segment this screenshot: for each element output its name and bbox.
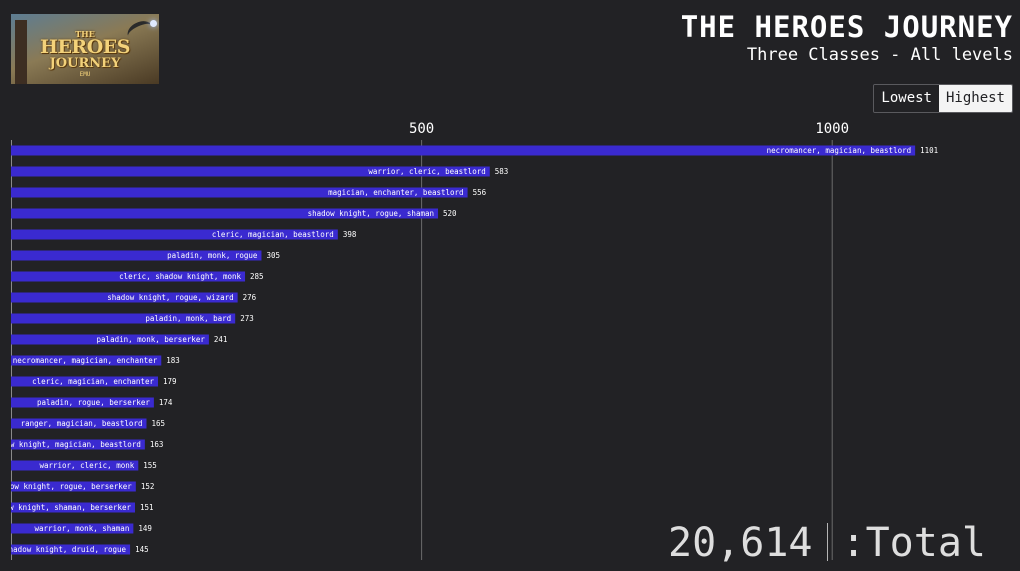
bar-value-label: 583	[495, 167, 509, 176]
bar-value-label: 149	[138, 524, 152, 533]
bar-value-label: 151	[140, 503, 154, 512]
logo-text-emu: EMU	[79, 71, 91, 78]
sort-lowest-button[interactable]: Lowest	[874, 85, 939, 112]
left-mask	[0, 140, 11, 560]
bar	[11, 355, 162, 366]
bar	[11, 313, 236, 324]
sort-toggle: Lowest Highest	[873, 84, 1013, 113]
total-divider	[826, 523, 828, 561]
bar-value-label: 179	[163, 377, 177, 386]
bar	[11, 418, 147, 429]
bar-value-label: 305	[266, 251, 280, 260]
bar	[11, 187, 468, 198]
bar	[11, 208, 439, 219]
bar-category-label: shadow knight, rogue, berserker	[0, 482, 132, 491]
bar-value-label: 273	[240, 314, 254, 323]
bar-value-label: 556	[473, 188, 487, 197]
bar-category-label: necromancer, magician, enchanter	[13, 356, 158, 365]
bar	[11, 544, 131, 555]
bar-category-label: necromancer, magician, beastlord	[767, 146, 912, 155]
bar-value-label: 163	[150, 440, 164, 449]
bar-category-label: cleric, magician, enchanter	[32, 377, 154, 386]
bar	[11, 292, 238, 303]
glow-orb-icon	[150, 20, 157, 27]
page-subtitle: Three Classes - All levels	[746, 45, 1013, 65]
bar-value-label: 155	[143, 461, 157, 470]
logo: THE HEROES JOURNEY EMU	[11, 14, 159, 84]
bar-value-label: 165	[151, 419, 165, 428]
bar-value-label: 276	[243, 293, 257, 302]
bar-category-label: magician, enchanter, beastlord	[328, 188, 463, 197]
logo-text-the: THE	[75, 29, 95, 39]
bar-value-label: 398	[343, 230, 357, 239]
bar	[11, 250, 262, 261]
x-tick-label: 1000	[815, 121, 849, 137]
bar-category-label: shadow knight, rogue, wizard	[107, 293, 233, 302]
bar-category-label: paladin, monk, berserker	[97, 335, 206, 344]
bar-value-label: 183	[166, 356, 180, 365]
tower-illustration	[15, 20, 27, 84]
bar	[11, 481, 136, 492]
bar-category-label: paladin, monk, rogue	[167, 251, 258, 260]
bar-value-label: 285	[250, 272, 264, 281]
x-tick-label: 500	[409, 121, 434, 137]
bar-value-label: 152	[141, 482, 155, 491]
bar	[11, 271, 246, 282]
total-counter: 20,614 :Total	[668, 520, 986, 566]
bar	[11, 334, 209, 345]
bar-category-label: warrior, cleric, monk	[39, 461, 134, 470]
bar-category-label: shadow knight, shaman, berserker	[0, 503, 131, 512]
sort-highest-button[interactable]: Highest	[938, 85, 1012, 112]
bar-category-label: cleric, shadow knight, monk	[119, 272, 241, 281]
page-title: THE HEROES JOURNEY	[680, 10, 1013, 44]
total-label: :Total	[841, 520, 987, 566]
bar-category-label: shadow knight, druid, rogue	[4, 545, 126, 554]
bar	[11, 376, 158, 387]
bar-category-label: shadow knight, magician, beastlord	[0, 440, 141, 449]
logo-text-journey: JOURNEY	[49, 56, 121, 71]
bar-category-label: cleric, magician, beastlord	[212, 230, 334, 239]
bar-category-label: paladin, monk, bard	[145, 314, 231, 323]
bar-value-label: 241	[214, 335, 228, 344]
bar-value-label: 174	[159, 398, 173, 407]
bar	[11, 397, 154, 408]
bar-value-label: 520	[443, 209, 457, 218]
bar	[11, 229, 338, 240]
bar-category-label: warrior, monk, shaman	[35, 524, 130, 533]
logo-text-heroes: HEROES	[40, 36, 130, 58]
bar	[11, 166, 490, 177]
bar	[11, 523, 134, 534]
bar	[11, 145, 916, 156]
bar-category-label: shadow knight, rogue, shaman	[308, 209, 434, 218]
bar-value-label: 1101	[920, 146, 938, 155]
bar-category-label: warrior, cleric, beastlord	[368, 167, 485, 176]
bar-category-label: ranger, magician, beastlord	[21, 419, 143, 428]
total-value: 20,614	[668, 520, 813, 566]
bar-value-label: 145	[135, 545, 149, 554]
bar-category-label: paladin, rogue, berserker	[37, 398, 150, 407]
bar	[11, 439, 145, 450]
bar	[11, 460, 139, 471]
bar	[11, 502, 136, 513]
